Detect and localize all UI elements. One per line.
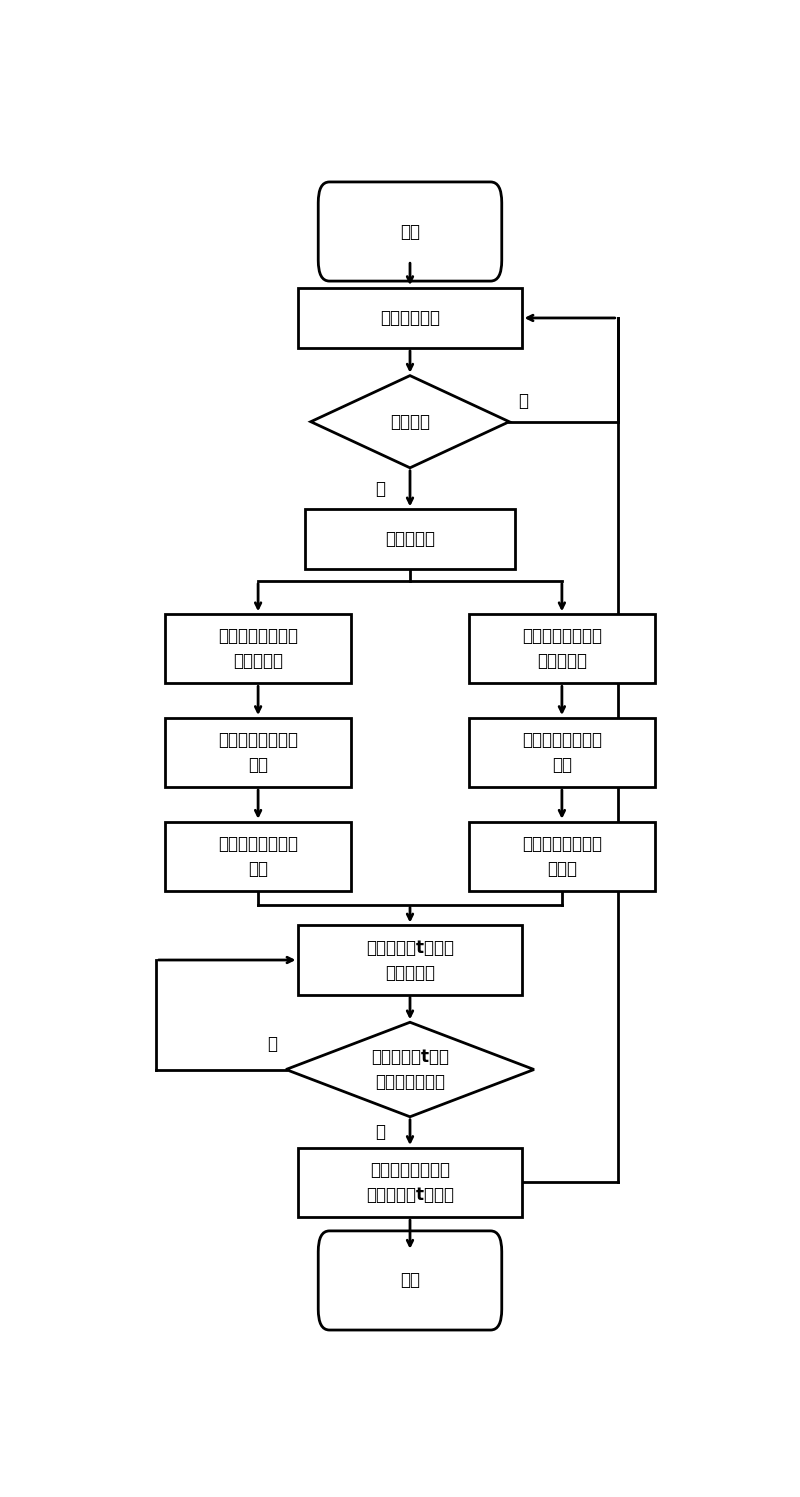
FancyBboxPatch shape bbox=[318, 183, 502, 281]
Text: 结束: 结束 bbox=[400, 1271, 420, 1289]
Text: 开始: 开始 bbox=[400, 223, 420, 241]
FancyBboxPatch shape bbox=[318, 1231, 502, 1329]
Text: 否: 否 bbox=[266, 1034, 277, 1054]
Polygon shape bbox=[286, 1022, 534, 1117]
Text: 计算子目标子分布
的先验概率: 计算子目标子分布 的先验概率 bbox=[218, 627, 298, 671]
Text: 计算子背影子分布
素方差: 计算子背影子分布 素方差 bbox=[522, 835, 602, 877]
Text: 计算阈値为t的图像
误差函数値: 计算阈値为t的图像 误差函数値 bbox=[366, 939, 454, 982]
Text: 是: 是 bbox=[375, 1123, 386, 1141]
Bar bbox=[165, 822, 351, 891]
Polygon shape bbox=[310, 376, 510, 467]
Text: 计算子目标子分布
均値: 计算子目标子分布 均値 bbox=[218, 731, 298, 774]
Text: 计算子背影子分布
的先验概率: 计算子背影子分布 的先验概率 bbox=[522, 627, 602, 671]
Text: 计算子目标子分布
方差: 计算子目标子分布 方差 bbox=[218, 835, 298, 877]
Bar bbox=[469, 719, 655, 787]
Bar bbox=[298, 287, 522, 347]
Text: 计算子背影子分布
均値: 计算子背影子分布 均値 bbox=[522, 731, 602, 774]
Bar bbox=[165, 614, 351, 683]
Bar bbox=[469, 822, 655, 891]
Text: 是: 是 bbox=[375, 479, 386, 497]
Bar bbox=[298, 925, 522, 994]
Bar bbox=[469, 614, 655, 683]
Bar bbox=[165, 719, 351, 787]
Text: 灰度图像读入: 灰度图像读入 bbox=[380, 308, 440, 326]
Text: 误差指标最小时对
应的灰度级t为阈値: 误差指标最小时对 应的灰度级t为阈値 bbox=[366, 1162, 454, 1204]
Text: 计算直方图: 计算直方图 bbox=[385, 530, 435, 548]
Text: 每个灰度级t的误
差指标计算完毕: 每个灰度级t的误 差指标计算完毕 bbox=[371, 1048, 449, 1091]
Bar bbox=[305, 509, 515, 569]
Bar bbox=[298, 1148, 522, 1217]
Text: 否: 否 bbox=[518, 392, 529, 410]
Text: 图像存在: 图像存在 bbox=[390, 413, 430, 431]
